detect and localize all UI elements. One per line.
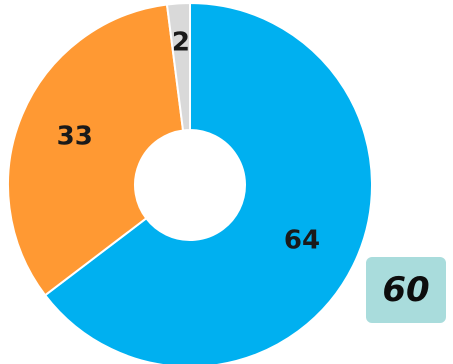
donut-slice-2 (165, 1, 191, 132)
badge-value: 60 (382, 270, 430, 310)
donut-slices (7, 1, 373, 364)
slice-label-0: 64 (284, 226, 320, 256)
donut-slice-1 (7, 3, 185, 297)
value-badge: 60 (366, 257, 446, 323)
donut-labels: 64 33 2 (57, 27, 320, 255)
donut-slice-0 (43, 1, 373, 364)
slice-label-2: 2 (172, 27, 190, 57)
slice-label-1: 33 (57, 122, 93, 152)
